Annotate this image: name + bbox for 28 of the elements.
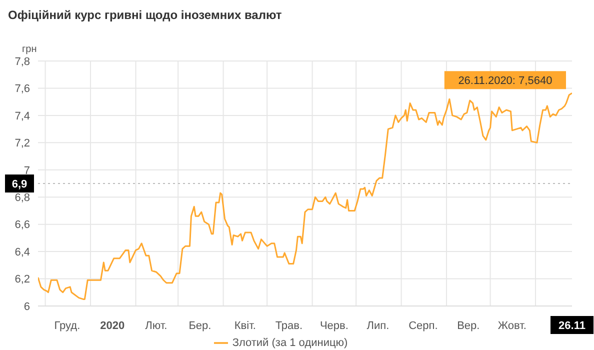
ref-line-label: 6,9: [12, 178, 28, 190]
x-tick-label: Лют.: [145, 320, 168, 332]
y-tick-label: 7,8: [14, 56, 30, 68]
x-tick-label: Черв.: [320, 320, 348, 332]
x-tick-label: 2020: [100, 320, 125, 332]
y-tick-label: 7,6: [14, 83, 30, 96]
x-tick-label: 26.11: [558, 320, 586, 332]
x-tick-label: Вер.: [457, 320, 480, 332]
x-tick-label: Трав.: [275, 320, 303, 332]
y-tick-label: 6,6: [14, 219, 30, 232]
y-tick-label: 6,2: [14, 274, 30, 286]
chart-title: Офіційний курс гривні щодо іноземних валют: [8, 8, 282, 22]
annotation: 26.11.2020: 7,5640: [458, 75, 552, 88]
x-tick-label: Бер.: [188, 320, 212, 332]
line-series: [38, 92, 572, 300]
y-tick-label: 6: [24, 300, 30, 313]
x-tick-label: Квіт.: [234, 320, 256, 332]
y-tick-label: 7,4: [14, 110, 30, 122]
y-tick-label: 7: [24, 164, 30, 177]
y-tick-label: 7,2: [14, 138, 30, 150]
legend-label: Злотий (за 1 одиницю): [232, 336, 348, 349]
x-tick-label: Серп.: [408, 320, 438, 332]
x-tick-label: Груд.: [54, 320, 80, 332]
y-tick-label: 6,8: [14, 192, 30, 204]
x-tick-label: Жовт.: [498, 320, 526, 332]
y-tick-label: 6,4: [14, 246, 30, 258]
x-tick-label: Лип.: [366, 320, 390, 332]
y-axis-title: грн: [22, 44, 37, 55]
